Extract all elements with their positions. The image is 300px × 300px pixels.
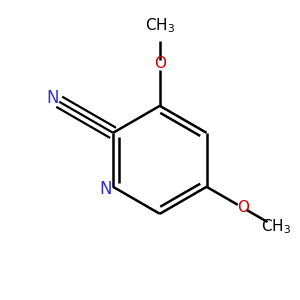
- Text: CH$_3$: CH$_3$: [145, 16, 175, 35]
- Text: O: O: [154, 56, 166, 71]
- Text: CH$_3$: CH$_3$: [261, 218, 291, 236]
- Text: N: N: [46, 89, 58, 107]
- Text: O: O: [237, 200, 249, 215]
- Text: N: N: [100, 180, 112, 198]
